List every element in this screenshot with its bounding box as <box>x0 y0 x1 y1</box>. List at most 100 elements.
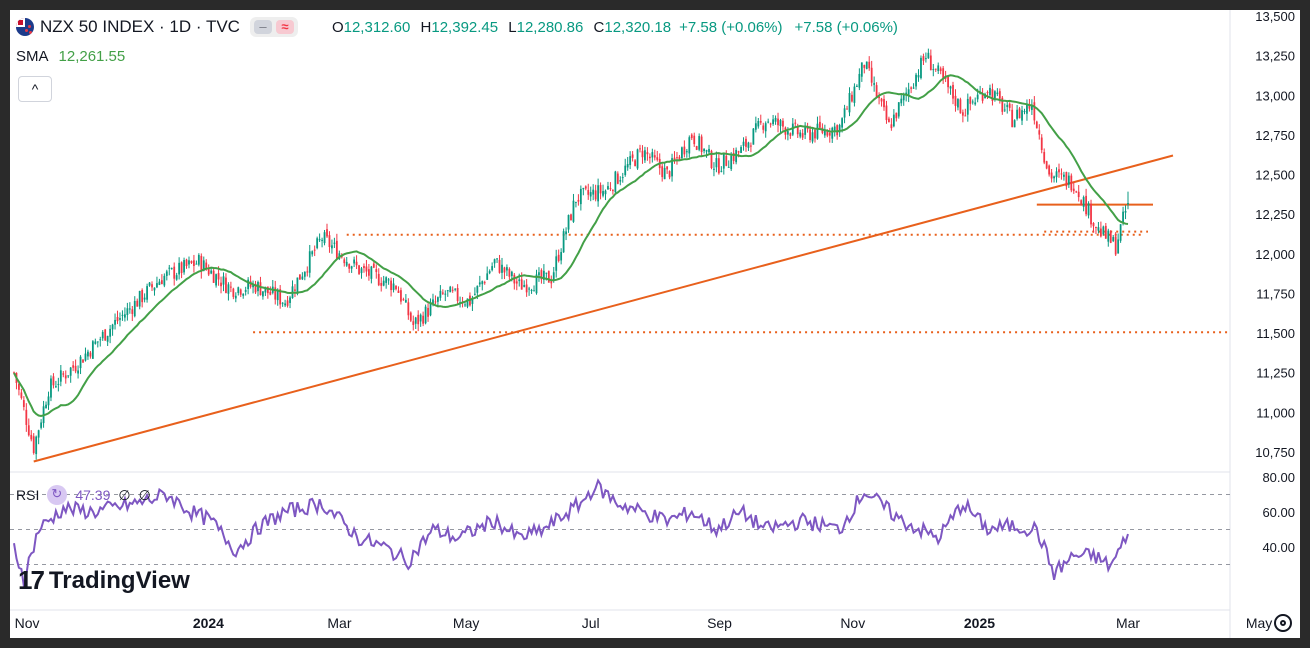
candle-body <box>747 142 750 148</box>
candle-body <box>353 259 356 264</box>
candle-body <box>368 269 370 276</box>
candle-body <box>1050 172 1053 179</box>
candle-body <box>496 258 498 260</box>
candle-body <box>1112 237 1115 242</box>
candle-body <box>838 125 841 133</box>
candle-body <box>439 290 442 298</box>
candle-body <box>259 282 262 296</box>
candle-body <box>668 171 671 178</box>
candle-body <box>589 192 592 197</box>
candle-body <box>769 123 772 125</box>
candle-body <box>32 436 35 453</box>
candle-body <box>929 55 932 71</box>
candle-body <box>523 285 526 287</box>
open-label: O <box>331 18 344 36</box>
candle-body <box>855 85 858 87</box>
rsi-legend[interactable]: RSI 47.39 ∅ ∅ <box>16 485 159 505</box>
candle-body <box>725 155 728 166</box>
candle-body <box>915 74 917 87</box>
candle-body <box>225 277 227 293</box>
candle-body <box>735 149 738 163</box>
rsi-tick-label: 80.00 <box>1262 470 1295 485</box>
candle-body <box>794 122 797 124</box>
candle-body <box>138 290 141 307</box>
candle-body <box>493 259 496 264</box>
price-tick-label: 12,250 <box>1255 207 1295 222</box>
chart-svg[interactable]: 13,500 13,250 13,000 12,750 12,500 12,250 12,0… <box>10 10 1300 638</box>
candle-body <box>1085 195 1088 215</box>
candle-body <box>116 316 119 322</box>
price-tick-label: 12,000 <box>1255 247 1295 262</box>
sma-legend[interactable]: SMA 12,261.55 <box>16 48 125 65</box>
symbol-title[interactable]: NZX 50 INDEX · 1D · TVC <box>40 17 240 36</box>
candle-body <box>210 270 213 274</box>
rsi-tick-label: 60.00 <box>1262 505 1295 520</box>
candle-body <box>279 289 282 305</box>
rsi-tick-label: 40.00 <box>1262 540 1295 555</box>
candle-body <box>1043 152 1046 163</box>
candle-body <box>565 231 567 235</box>
candle-body <box>801 133 804 138</box>
candle-body <box>947 75 949 88</box>
price-tick-label: 10,750 <box>1255 445 1295 460</box>
collapse-legend-button[interactable]: ^ <box>18 76 52 102</box>
rsi-line <box>13 478 1129 587</box>
time-tick-label: May <box>1246 615 1272 631</box>
candle-body <box>644 150 646 161</box>
candle-body <box>99 339 102 341</box>
candle-body <box>863 65 866 68</box>
candle-body <box>449 286 452 293</box>
candle-body <box>905 92 908 95</box>
candle-body <box>996 92 999 95</box>
candle-body <box>693 135 696 145</box>
tradingview-logo[interactable]: 17 TradingView <box>18 565 190 596</box>
candle-body <box>575 201 577 203</box>
candle-body <box>910 87 913 89</box>
candle-body <box>478 282 481 285</box>
candle-body <box>584 186 587 189</box>
candle-body <box>427 307 429 317</box>
candle-body <box>1003 109 1006 111</box>
candle-body <box>715 158 718 168</box>
candle-body <box>296 277 299 294</box>
candle-body <box>136 300 139 307</box>
candle-body <box>1075 191 1078 193</box>
candle-body <box>639 148 641 150</box>
candle-body <box>111 324 114 330</box>
settings-icon[interactable] <box>1274 614 1292 632</box>
candle-body <box>1077 191 1080 198</box>
candle-body <box>183 260 185 273</box>
candle-body <box>205 262 208 269</box>
candle-body <box>446 290 449 292</box>
candle-body <box>89 352 92 357</box>
candle-body <box>831 127 834 139</box>
high-label: H <box>420 18 432 36</box>
candle-body <box>545 272 548 274</box>
candle-body <box>762 125 765 130</box>
candle-body <box>1122 211 1124 223</box>
candle-body <box>47 396 50 406</box>
candle-body <box>266 286 269 294</box>
candle-body <box>860 62 863 77</box>
candle-body <box>392 283 395 290</box>
candle-body <box>64 375 67 379</box>
candle-body <box>180 262 183 274</box>
candle-body <box>1127 203 1129 205</box>
candle-body <box>67 375 70 377</box>
candle-body <box>1001 97 1004 112</box>
candle-body <box>45 404 47 409</box>
status-pill[interactable]: – ≈ <box>249 17 298 37</box>
candle-body <box>91 341 94 359</box>
candle-body <box>698 136 701 150</box>
candle-body <box>220 282 222 287</box>
candle-body <box>587 190 590 195</box>
price-tick-label: 13,250 <box>1255 49 1295 64</box>
candle-body <box>358 265 360 275</box>
candle-body <box>30 434 33 440</box>
symbol-header: NZX 50 INDEX · 1D · TVC – ≈ O12,312.60 H… <box>16 15 908 39</box>
candle-body <box>390 280 392 291</box>
candle-body <box>441 292 444 294</box>
candle-body <box>363 265 365 269</box>
candle-body <box>1102 226 1105 235</box>
candle-body <box>1080 200 1083 205</box>
